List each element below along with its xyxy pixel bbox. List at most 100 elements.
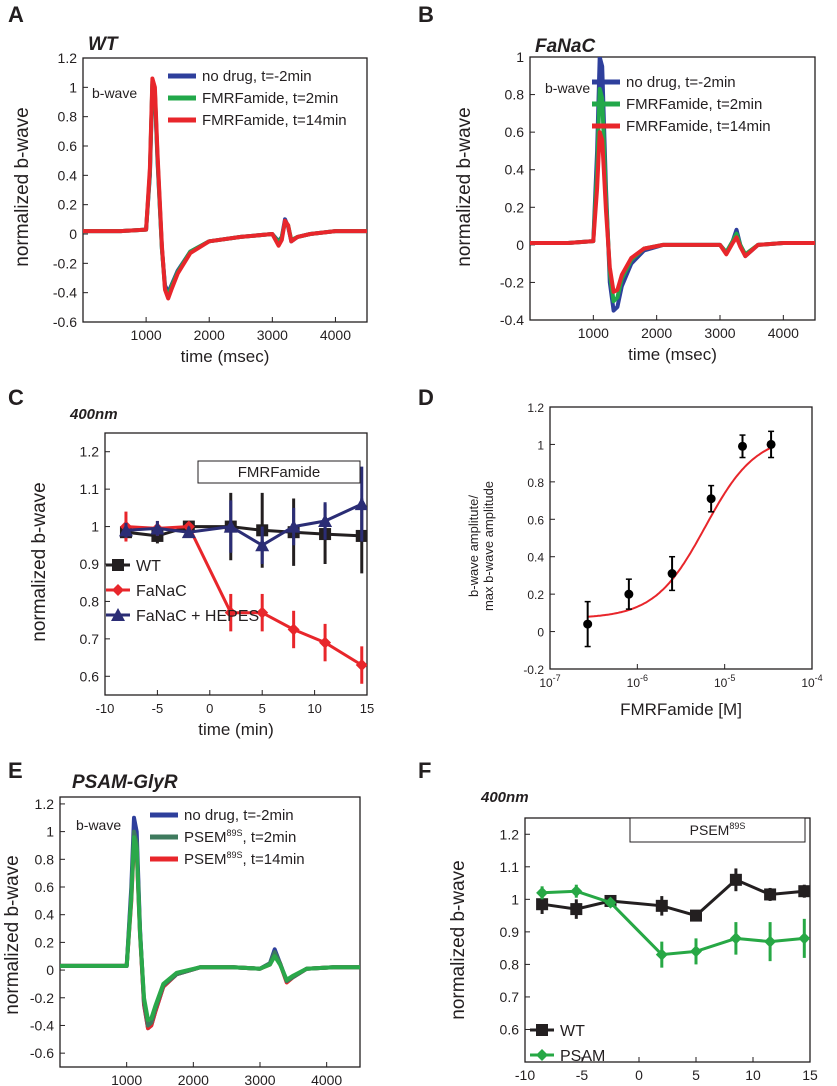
panel-letter: E bbox=[8, 758, 23, 783]
y-tick-label: 0.6 bbox=[527, 513, 544, 527]
marker-diamond bbox=[570, 885, 583, 898]
panel-a: A WT 1000 2000 3000 4000 -0.6 -0.4 -0.2 0 0.2 0.4 0.… bbox=[8, 2, 368, 366]
drug-period-label: PSEM89S bbox=[690, 821, 746, 838]
x-tick-label: 0 bbox=[206, 701, 213, 716]
y-tick-label: 0.8 bbox=[505, 87, 525, 103]
data-point bbox=[766, 439, 776, 449]
marker-triangle bbox=[223, 519, 238, 533]
legend-label: PSEM89S, t=14min bbox=[184, 850, 305, 868]
plot-area bbox=[118, 466, 367, 684]
x-tick-label: 10 bbox=[745, 1067, 761, 1083]
y-tick-label: 0.6 bbox=[35, 879, 55, 895]
panel-b: B FaNaC 1000 2000 3000 4000 -0.4 -0.2 0 0.2 0.4 0.6… bbox=[418, 2, 816, 364]
y-tick-label: 1.2 bbox=[35, 796, 55, 812]
hill-fit-curve bbox=[587, 446, 772, 618]
y-tick-label: 0.6 bbox=[505, 124, 525, 140]
series-wt bbox=[536, 868, 810, 922]
x-tick-label: 1000 bbox=[131, 327, 162, 343]
marker-triangle bbox=[255, 538, 270, 552]
plot-frame bbox=[549, 406, 813, 670]
x-tick-label: 2000 bbox=[641, 325, 672, 341]
plot-frame bbox=[59, 796, 361, 1068]
x-tick-label: 10 bbox=[307, 701, 321, 716]
data-point bbox=[737, 441, 747, 451]
plot-frame bbox=[82, 57, 368, 323]
marker-diamond bbox=[112, 584, 124, 596]
x-tick-label: 15 bbox=[360, 701, 374, 716]
drug-period-label: FMRFamide bbox=[238, 464, 321, 481]
y-axis-label: normalized b-wave bbox=[12, 107, 33, 266]
data-point bbox=[583, 619, 593, 629]
marker-square bbox=[729, 873, 742, 886]
x-tick-label: 3000 bbox=[257, 327, 288, 343]
data-point bbox=[624, 589, 634, 599]
marker-square bbox=[112, 559, 124, 571]
panel-c: C 400nm -10 -5 0 5 10 15 0.6 0.7 0.8 0.9 1 1.1 1.2 time… bbox=[8, 385, 374, 739]
marker-diamond bbox=[655, 948, 668, 961]
plot-area bbox=[536, 868, 810, 968]
y-tick-label: -0.4 bbox=[30, 1017, 54, 1033]
x-tick-label: 5 bbox=[259, 701, 266, 716]
legend-label: no drug, t=-2min bbox=[202, 68, 312, 85]
x-axis-label: time (msec) bbox=[628, 345, 717, 364]
x-tick-label: -5 bbox=[152, 701, 164, 716]
series-line bbox=[125, 502, 363, 548]
y-tick-label: 1 bbox=[511, 891, 519, 907]
y-tick-label: 0 bbox=[69, 226, 77, 242]
panel-f: F400nm-10-50510150.60.70.80.911.11.2time… bbox=[418, 758, 818, 1083]
series-fanac-hepes bbox=[118, 466, 367, 564]
marker-square bbox=[536, 1024, 548, 1036]
y-tick-label: 0.8 bbox=[80, 593, 100, 609]
marker-diamond bbox=[224, 606, 237, 619]
x-tick-label: 3000 bbox=[244, 1072, 275, 1086]
y-axis-label: normalized b-wave bbox=[29, 482, 50, 641]
x-tick-label: 15 bbox=[802, 1067, 818, 1083]
marker-triangle bbox=[150, 521, 165, 535]
y-axis-label: max b-wave amplitude bbox=[481, 481, 496, 611]
y-tick-label: 0.4 bbox=[505, 162, 525, 178]
b-wave-label: b-wave bbox=[92, 85, 137, 101]
x-axis-label: time (min) bbox=[198, 720, 274, 739]
marker-square bbox=[655, 899, 668, 912]
x-tick-label: -10 bbox=[96, 701, 115, 716]
y-axis-label: normalized b-wave bbox=[448, 860, 469, 1019]
legend-label: FaNaC + HEPES bbox=[136, 608, 259, 625]
panel-title: PSAM-GlyR bbox=[72, 772, 178, 793]
legend-label: FMRFamide, t=2min bbox=[202, 90, 338, 107]
x-tick-label: 2000 bbox=[178, 1072, 209, 1086]
y-tick-label: -0.4 bbox=[500, 312, 524, 328]
marker-triangle bbox=[286, 519, 301, 533]
plot-area bbox=[83, 76, 367, 301]
marker-diamond bbox=[256, 606, 269, 619]
plot-area bbox=[60, 815, 360, 1031]
y-tick-label: -0.6 bbox=[53, 314, 77, 330]
y-tick-label: 1.1 bbox=[500, 859, 520, 875]
marker-triangle bbox=[318, 513, 333, 527]
marker-diamond bbox=[287, 623, 300, 636]
y-tick-label: -0.4 bbox=[53, 285, 77, 301]
y-tick-label: 0 bbox=[46, 962, 54, 978]
y-tick-label: 0.2 bbox=[527, 588, 544, 602]
series-line bbox=[542, 889, 805, 957]
panel-letter: A bbox=[8, 2, 24, 27]
y-axis-label: normalized b-wave bbox=[2, 855, 23, 1014]
trace-overlay bbox=[60, 835, 360, 1022]
y-tick-label: 0 bbox=[516, 237, 524, 253]
panel-letter: D bbox=[418, 385, 434, 410]
trace-fmrfamide-t-14min bbox=[530, 130, 815, 294]
marker-diamond bbox=[798, 932, 810, 945]
marker-diamond bbox=[690, 945, 702, 958]
legend-label: FMRFamide, t=2min bbox=[626, 96, 762, 113]
x-tick-label: 10-7 bbox=[539, 673, 560, 690]
y-tick-label: 0 bbox=[537, 626, 544, 640]
data-point bbox=[667, 569, 677, 579]
y-tick-label: 0.7 bbox=[80, 631, 100, 647]
y-tick-label: 0.2 bbox=[505, 199, 525, 215]
y-axis-label: normalized b-wave bbox=[454, 107, 475, 266]
y-tick-label: 1.2 bbox=[500, 826, 520, 842]
marker-diamond bbox=[604, 896, 617, 909]
series-psam bbox=[536, 884, 810, 968]
marker-square bbox=[536, 898, 549, 911]
y-tick-label: 0.9 bbox=[500, 924, 520, 940]
b-wave-label: b-wave bbox=[76, 817, 121, 833]
